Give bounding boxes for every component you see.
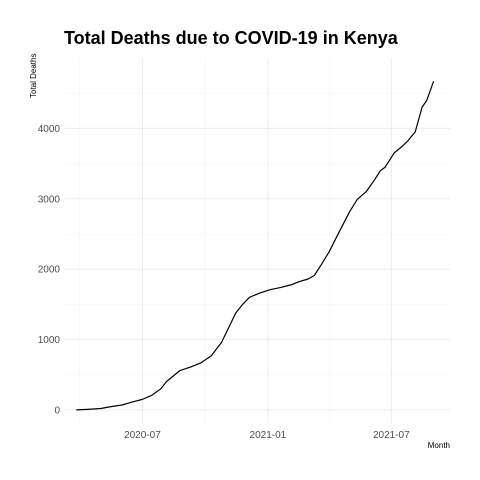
x-axis-ticks: 2020-07 2021-01 2021-07 <box>124 430 410 441</box>
y-axis-ticks: 0 1000 2000 3000 4000 <box>38 124 61 417</box>
series-layer <box>76 81 435 411</box>
series-line <box>76 81 435 411</box>
y-tick-label: 0 <box>54 405 60 416</box>
x-tick-label: 2020-07 <box>124 430 161 441</box>
y-tick-label: 1000 <box>38 335 61 346</box>
y-axis-title: Total Deaths <box>29 54 38 98</box>
y-tick-label: 4000 <box>38 124 61 135</box>
chart-title: Total Deaths due to COVID-19 in Kenya <box>64 28 399 48</box>
x-tick-label: 2021-01 <box>250 430 287 441</box>
gridlines <box>64 58 450 424</box>
x-tick-label: 2021-07 <box>373 430 410 441</box>
y-tick-label: 3000 <box>38 194 61 205</box>
x-axis-title: Month <box>428 441 450 450</box>
y-tick-label: 2000 <box>38 265 61 276</box>
